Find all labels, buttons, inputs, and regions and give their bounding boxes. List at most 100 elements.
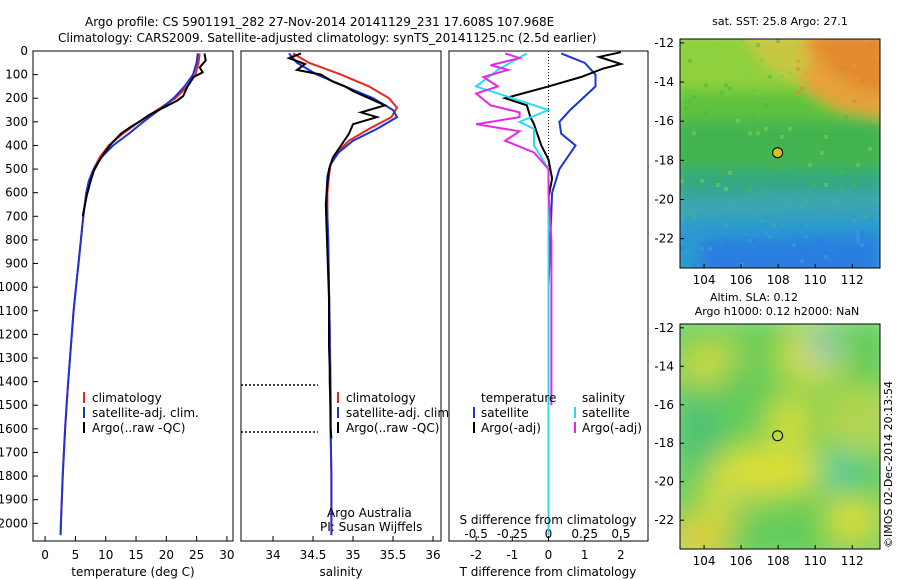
sst-pixel bbox=[728, 171, 732, 175]
sst-pixel bbox=[804, 71, 808, 75]
y-tick-label: 1300 bbox=[0, 351, 28, 365]
temperature-xticks: 0 5 10 15 20 25 30 bbox=[41, 536, 235, 562]
sst-pixel bbox=[760, 59, 764, 63]
sst-pixel bbox=[724, 223, 728, 227]
salinity-legend: climatology satellite-adj. clim. Argo(..… bbox=[337, 391, 453, 435]
x-tick-label: 35 bbox=[345, 548, 360, 562]
legend-label-satellite: satellite-adj. clim. bbox=[346, 406, 453, 420]
x-tick-label: 36 bbox=[425, 548, 440, 562]
x-tick-label: 34.5 bbox=[300, 548, 327, 562]
y-tick-label: 1000 bbox=[0, 280, 28, 294]
sst-heatmap bbox=[680, 39, 880, 268]
sst-pixel bbox=[764, 231, 768, 235]
x-tick-label: 15 bbox=[128, 548, 143, 562]
y-tick-label: -20 bbox=[654, 192, 674, 206]
salinity-annotation-pi: PI: Susan Wijffels bbox=[320, 520, 422, 534]
sst-pixel bbox=[804, 235, 808, 239]
sst-pixel bbox=[724, 243, 728, 247]
y-tick-label: -12 bbox=[654, 36, 674, 50]
sst-pixel bbox=[868, 43, 872, 47]
sst-pixel bbox=[680, 247, 684, 251]
sst-map-xticks: 104 106 108 110 112 bbox=[693, 264, 864, 287]
temperature-series bbox=[59, 53, 207, 536]
sst-pixel bbox=[716, 183, 720, 187]
sst-pixel bbox=[688, 211, 692, 215]
sla-argo-location-marker bbox=[772, 430, 784, 442]
sst-pixel bbox=[740, 263, 744, 267]
x-tick-label-bottom: 2 bbox=[617, 548, 625, 562]
salinity-xticks: 34 34.5 35 35.5 36 bbox=[265, 536, 441, 562]
sst-pixel bbox=[872, 199, 876, 203]
sst-pixel bbox=[804, 203, 808, 207]
sst-pixel bbox=[832, 199, 836, 203]
y-tick-label: 100 bbox=[5, 68, 28, 82]
sst-pixel bbox=[808, 163, 812, 167]
x-tick-label: 25 bbox=[189, 548, 204, 562]
sst-pixel bbox=[772, 223, 776, 227]
series-line-2 bbox=[286, 52, 388, 439]
sst-pixel bbox=[820, 71, 824, 75]
x-tick-label: 10 bbox=[98, 548, 113, 562]
temperature-panel: 0100200300400500600700800900100011001200… bbox=[0, 44, 235, 579]
sst-pixel bbox=[736, 119, 740, 123]
difference-panel: -2 -1 0 1 2-0.5 -0.25 0 0.25 0.5 temperature sal… bbox=[448, 50, 649, 579]
sst-pixel bbox=[840, 59, 844, 63]
sst-pixel bbox=[840, 75, 844, 79]
sst-pixel bbox=[704, 51, 708, 55]
sst-pixel bbox=[800, 259, 804, 263]
x-tick-label-top: 0.25 bbox=[571, 527, 598, 541]
salinity-plot-frame bbox=[240, 50, 442, 542]
legend-label-satellite: satellite-adj. clim. bbox=[92, 406, 199, 420]
y-tick-label: -14 bbox=[654, 75, 674, 89]
sst-pixel bbox=[820, 151, 824, 155]
sst-pixel bbox=[704, 111, 708, 115]
sst-pixel bbox=[796, 59, 800, 63]
temperature-xlabel: temperature (deg C) bbox=[71, 565, 194, 579]
legend-label-climatology: climatology bbox=[346, 391, 416, 405]
y-tick-label: 1800 bbox=[0, 469, 28, 483]
sst-pixel bbox=[800, 203, 804, 207]
x-tick-label: 104 bbox=[693, 554, 716, 568]
sst-pixel bbox=[688, 99, 692, 103]
sst-pixel bbox=[860, 79, 864, 83]
sst-pixel bbox=[744, 127, 748, 131]
sst-map-frame bbox=[679, 38, 881, 269]
sst-pixel bbox=[764, 147, 768, 151]
x-tick-label: 104 bbox=[693, 273, 716, 287]
sst-pixel bbox=[852, 99, 856, 103]
series-line-temperature-1 bbox=[501, 51, 625, 198]
difference-series bbox=[473, 51, 625, 536]
sst-pixel bbox=[716, 43, 720, 47]
sst-pixel bbox=[764, 191, 768, 195]
salinity-annotation-program: Argo Australia bbox=[327, 506, 412, 520]
sst-pixel bbox=[764, 103, 768, 107]
x-tick-label: 106 bbox=[730, 273, 753, 287]
sst-pixel bbox=[796, 91, 800, 95]
difference-top-axis-label: S difference from climatology bbox=[460, 513, 637, 527]
difference-xticks: -2 -1 0 1 2-0.5 -0.25 0 0.25 0.5 bbox=[464, 527, 630, 562]
y-tick-label: -18 bbox=[654, 153, 674, 167]
sst-pixel bbox=[840, 171, 844, 175]
sst-pixel bbox=[724, 187, 728, 191]
legend-heading-salinity: salinity bbox=[582, 391, 625, 405]
sst-pixel bbox=[688, 59, 692, 63]
sst-pixel bbox=[756, 91, 760, 95]
sst-pixel bbox=[856, 231, 860, 235]
y-tick-label: 1600 bbox=[0, 422, 28, 436]
temperature-legend: climatology satellite-adj. clim. Argo(..… bbox=[83, 391, 199, 435]
sst-pixel bbox=[720, 203, 724, 207]
sst-pixel bbox=[856, 163, 860, 167]
sst-pixel bbox=[840, 67, 844, 71]
y-tick-label: 1500 bbox=[0, 398, 28, 412]
sst-pixel bbox=[840, 187, 844, 191]
sst-pixel bbox=[764, 127, 768, 131]
sst-pixel bbox=[700, 179, 704, 183]
difference-legend: temperature salinity satellite Argo(-adj… bbox=[473, 391, 642, 435]
sst-pixel bbox=[780, 195, 784, 199]
sst-pixel bbox=[788, 71, 792, 75]
sst-pixel bbox=[792, 243, 796, 247]
sst-pixel bbox=[776, 39, 780, 43]
y-tick-label: -22 bbox=[654, 513, 674, 527]
y-tick-label: 700 bbox=[5, 209, 28, 223]
sst-pixel bbox=[728, 143, 732, 147]
